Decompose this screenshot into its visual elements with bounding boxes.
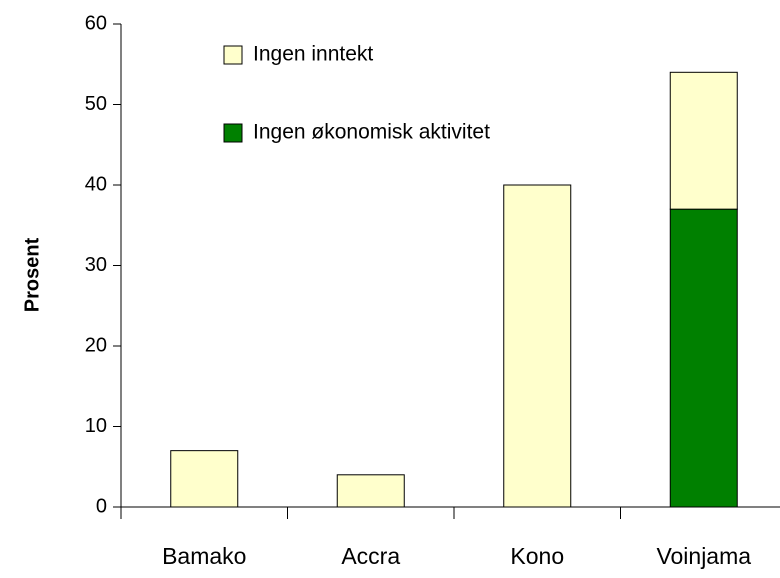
y-axis-label: Prosent bbox=[21, 237, 43, 312]
legend-swatch bbox=[223, 45, 243, 65]
x-tick-label: Voinjama bbox=[656, 543, 751, 569]
legend-swatch bbox=[223, 123, 243, 143]
bar bbox=[170, 450, 239, 508]
x-tick-label: Accra bbox=[341, 543, 400, 569]
legend-label: Ingen økonomisk aktivitet bbox=[253, 121, 490, 144]
bar bbox=[503, 184, 572, 508]
bar bbox=[669, 208, 738, 508]
y-tick-label: 50 bbox=[85, 93, 107, 115]
x-tick-label: Bamako bbox=[162, 543, 246, 569]
y-tick-label: 10 bbox=[85, 415, 107, 437]
bar bbox=[669, 71, 738, 210]
y-tick-label: 60 bbox=[85, 12, 107, 34]
y-tick-label: 0 bbox=[96, 495, 107, 517]
y-tick-label: 40 bbox=[85, 173, 107, 195]
y-tick-label: 20 bbox=[85, 334, 107, 356]
legend-label: Ingen inntekt bbox=[253, 43, 373, 66]
x-tick-label: Kono bbox=[510, 543, 564, 569]
y-tick-label: 30 bbox=[85, 254, 107, 276]
bar bbox=[336, 474, 405, 508]
